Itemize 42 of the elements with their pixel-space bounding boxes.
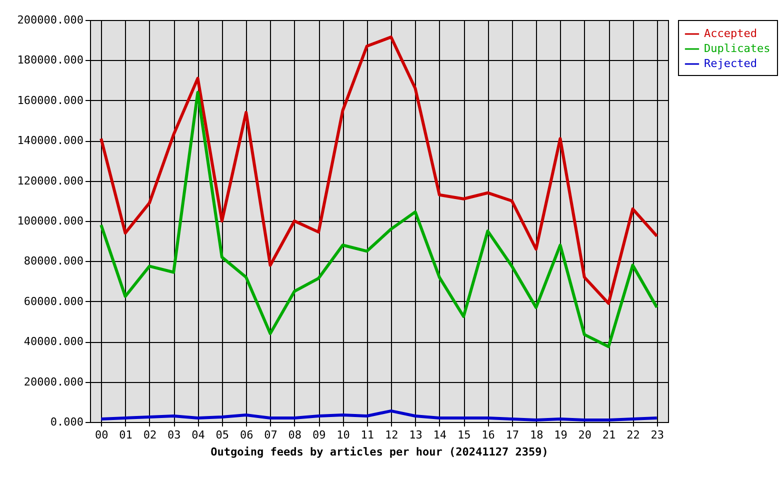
x-tick-label: 04 — [192, 428, 206, 442]
y-tick-label: 40000.000 — [24, 335, 84, 348]
x-tick-label: 22 — [626, 428, 640, 442]
y-tick-label: 80000.000 — [24, 254, 84, 268]
x-tick-label: 09 — [312, 428, 326, 442]
x-tick-label: 00 — [94, 428, 108, 442]
x-tick-label: 06 — [240, 428, 254, 442]
line-series — [100, 90, 658, 348]
x-tick-label: 13 — [409, 428, 422, 442]
x-tick-label: 05 — [216, 428, 230, 442]
x-tick-label: 21 — [602, 428, 616, 442]
legend-label: Duplicates — [704, 42, 770, 55]
x-tick-label: 01 — [119, 428, 132, 442]
y-tick-label: 100000.000 — [17, 214, 84, 228]
y-tick-label: 160000.000 — [17, 94, 84, 107]
x-tick-label: 03 — [167, 428, 181, 442]
y-tick-label: 180000.000 — [17, 54, 84, 67]
x-tick-label: 02 — [143, 428, 157, 442]
y-tick-label: 120000.000 — [17, 174, 84, 188]
x-tick-label: 18 — [530, 428, 544, 442]
x-axis-title: Outgoing feeds by articles per hour (20241127 2359) — [210, 446, 548, 458]
y-tick-label: 0.000 — [50, 416, 84, 428]
line-series — [100, 36, 658, 305]
line-series — [100, 409, 658, 422]
x-tick-label: 19 — [554, 428, 568, 442]
x-tick-label: 12 — [384, 428, 398, 442]
legend-label: Rejected — [704, 57, 757, 70]
x-tick-label: 10 — [336, 428, 350, 442]
x-tick-label: 17 — [506, 428, 520, 442]
y-tick-label: 140000.000 — [17, 134, 84, 148]
y-tick-label: 60000.000 — [24, 294, 84, 308]
x-tick-label: 07 — [264, 428, 278, 442]
x-tick-label: 20 — [578, 428, 592, 442]
x-tick-label: 14 — [433, 428, 447, 442]
legend-label: Accepted — [704, 27, 757, 40]
x-tick-label: 15 — [457, 428, 471, 442]
y-tick-label: 200000.000 — [17, 14, 84, 26]
x-tick-label: 23 — [650, 428, 664, 442]
x-tick-label: 11 — [360, 428, 374, 442]
x-tick-label: 08 — [288, 428, 302, 442]
x-tick-label: 16 — [482, 428, 495, 442]
y-tick-label: 20000.000 — [24, 375, 84, 388]
